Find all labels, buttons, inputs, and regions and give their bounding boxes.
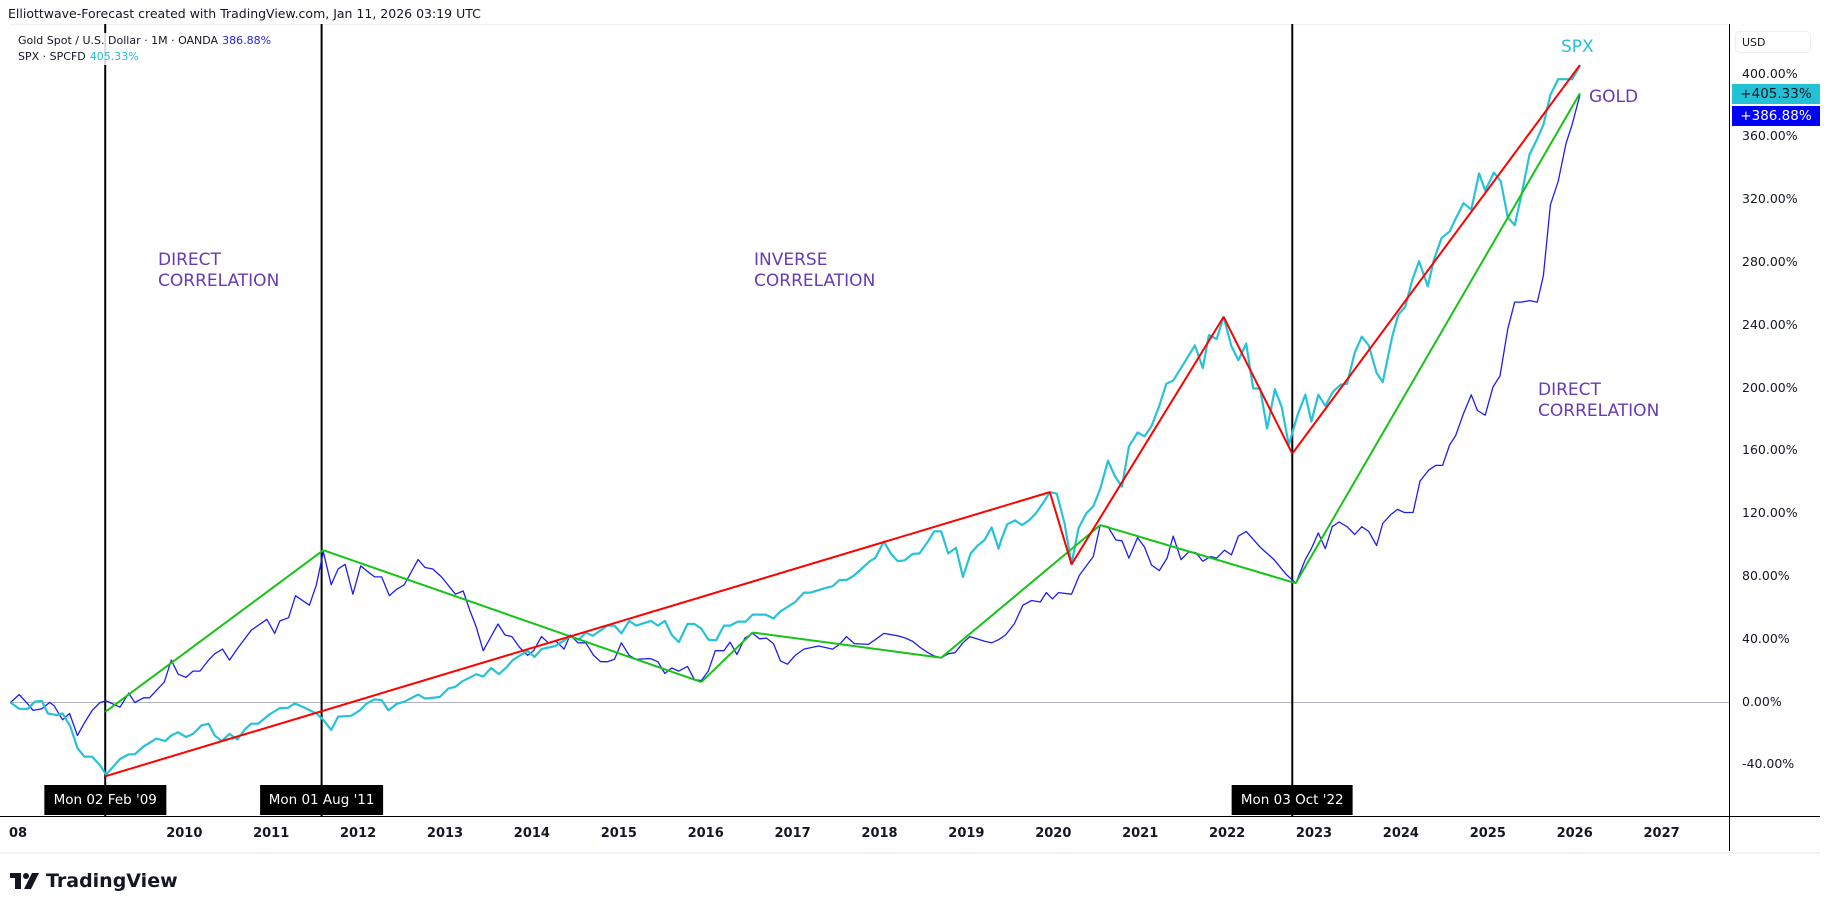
time-tick-label: 2027 — [1643, 826, 1680, 841]
chart-pane[interactable] — [10, 24, 1729, 817]
price-tick-label: 400.00% — [1742, 65, 1798, 81]
legend-gold-value: 386.88% — [222, 34, 272, 47]
gold-price-tag: +386.88% — [1732, 106, 1820, 126]
price-tick-label: 360.00% — [1742, 128, 1798, 144]
chart-credit: Elliottwave-Forecast created with Tradin… — [8, 6, 481, 21]
price-axis-border — [1729, 24, 1730, 851]
red-trend-line-9 — [1070, 316, 1225, 565]
currency-button[interactable]: USD — [1735, 31, 1811, 53]
price-tick-label: 280.00% — [1742, 253, 1798, 269]
time-tick-label: 2019 — [948, 826, 985, 841]
gold-series-line — [10, 94, 1581, 737]
time-tick-label: 2014 — [513, 826, 550, 841]
green-trend-line-4 — [940, 524, 1101, 659]
time-tick-label: 2025 — [1469, 826, 1506, 841]
time-tick-label: 2012 — [340, 826, 377, 841]
date-tag: Mon 02 Feb '09 — [44, 785, 166, 815]
time-tick-label: 2021 — [1122, 826, 1159, 841]
time-tick-label: 2024 — [1382, 826, 1419, 841]
price-tick-label: 40.00% — [1742, 630, 1790, 646]
tradingview-logo-icon — [10, 873, 39, 889]
price-tick-label: 240.00% — [1742, 316, 1798, 332]
green-trend-line-1 — [323, 549, 702, 684]
price-tick-label: 320.00% — [1742, 191, 1798, 207]
green-trend-line-5 — [1099, 524, 1297, 585]
time-tick-label: 08 — [8, 826, 28, 841]
time-tick-label: 2013 — [426, 826, 464, 841]
green-trend-line-0 — [104, 549, 324, 713]
date-tag: Mon 03 Oct '22 — [1231, 785, 1353, 815]
legend-gold[interactable]: Gold Spot / U.S. Dollar · 1M · OANDA 386.… — [18, 33, 271, 49]
time-tick-label: 2016 — [687, 826, 724, 841]
red-trend-line-10 — [1222, 316, 1294, 455]
price-tick-label: -40.00% — [1742, 756, 1795, 772]
tradingview-logo[interactable]: TradingView — [10, 870, 178, 892]
price-tick-label: 80.00% — [1742, 567, 1790, 583]
green-trend-line-6 — [1294, 92, 1581, 584]
price-tick-label: 0.00% — [1742, 693, 1782, 709]
spx-series-line — [10, 65, 1581, 776]
green-trend-line-2 — [700, 631, 754, 683]
annotation-spx: SPX — [1561, 37, 1594, 57]
red-trend-line-11 — [1291, 64, 1581, 455]
time-tick-label: 2018 — [861, 826, 898, 841]
legend-spx-value: 405.33% — [89, 50, 139, 63]
spx-price-tag: +405.33% — [1732, 84, 1820, 104]
price-tick-label: 120.00% — [1742, 505, 1798, 521]
legend-spx-label: SPX · SPCFD — [18, 50, 86, 63]
legend-gold-label: Gold Spot / U.S. Dollar · 1M · OANDA — [18, 34, 219, 47]
green-trend-line-3 — [752, 631, 942, 659]
time-tick-label: 2022 — [1209, 826, 1246, 841]
annotation-gold: GOLD — [1589, 87, 1639, 107]
time-tick-label: 2015 — [600, 826, 637, 841]
red-trend-line-8 — [1048, 491, 1073, 565]
time-tick-label: 2010 — [166, 826, 203, 841]
price-tick-label: 160.00% — [1742, 442, 1798, 458]
annotation-direct-correlation-right: DIRECT CORRELATION — [1538, 380, 1660, 421]
annotation-inverse-correlation: INVERSE CORRELATION — [754, 250, 876, 291]
time-tick-label: 2011 — [253, 826, 290, 841]
annotation-direct-correlation-left: DIRECT CORRELATION — [158, 250, 280, 291]
time-tick-label: 2023 — [1295, 826, 1333, 841]
legend: Gold Spot / U.S. Dollar · 1M · OANDA 386.… — [14, 33, 276, 65]
time-tick-label: 2026 — [1556, 826, 1593, 841]
red-trend-line-7 — [104, 491, 1051, 778]
legend-spx[interactable]: SPX · SPCFD 405.33% — [18, 49, 271, 65]
price-tick-label: 200.00% — [1742, 379, 1798, 395]
date-tag: Mon 01 Aug '11 — [259, 785, 384, 815]
time-tick-label: 2017 — [774, 826, 811, 841]
tradingview-logo-text: TradingView — [46, 870, 178, 892]
time-tick-label: 2020 — [1035, 826, 1072, 841]
time-axis[interactable] — [0, 816, 1820, 854]
